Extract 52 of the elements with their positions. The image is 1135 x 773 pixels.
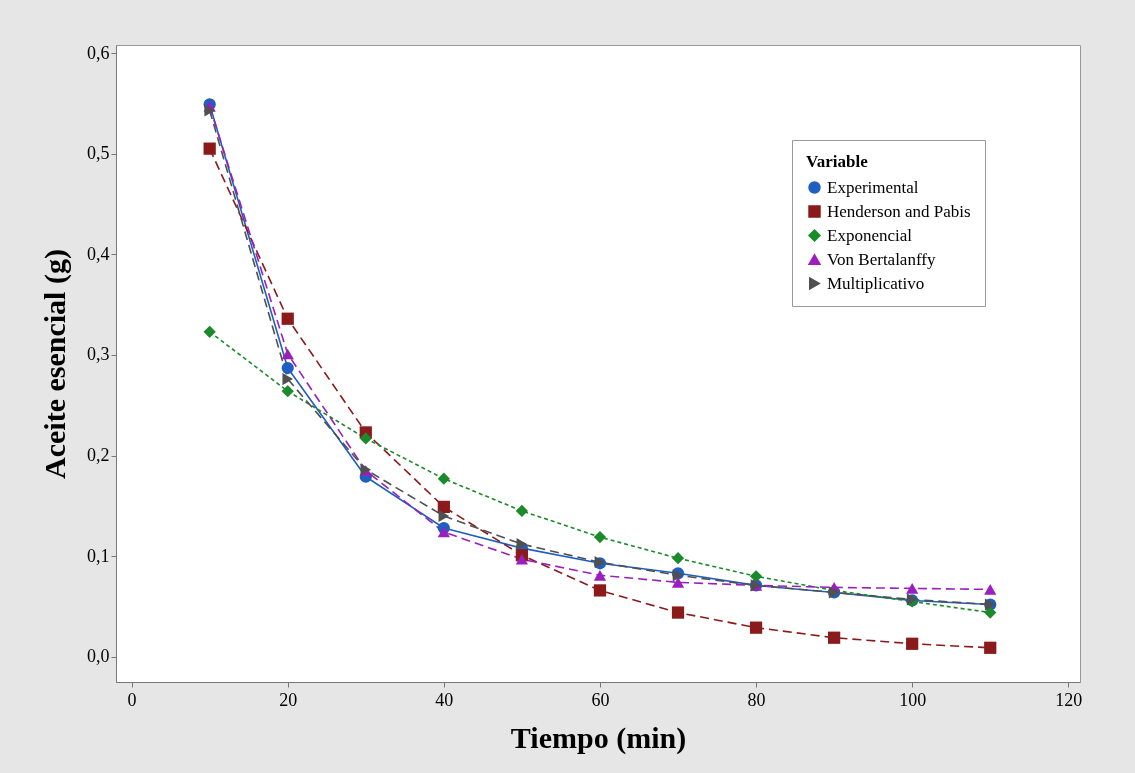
y-tick-label: 0,2 bbox=[87, 445, 110, 466]
point bbox=[671, 577, 685, 588]
x-tick-label: 80 bbox=[747, 689, 766, 710]
point bbox=[671, 552, 685, 565]
point bbox=[203, 142, 216, 155]
legend-label: Exponencial bbox=[827, 225, 913, 245]
point bbox=[828, 631, 841, 644]
point bbox=[515, 553, 529, 565]
point bbox=[593, 584, 607, 597]
point bbox=[749, 621, 763, 634]
point bbox=[438, 509, 450, 523]
y-tick-label: 0,5 bbox=[87, 143, 110, 164]
y-tick-label: 0,4 bbox=[87, 243, 110, 264]
x-tick-label: 20 bbox=[279, 689, 298, 710]
y-axis-title: Aceite esencial (g) bbox=[38, 249, 72, 479]
legend-label: Multiplicativo bbox=[827, 273, 925, 293]
point bbox=[906, 583, 919, 594]
legend-label: Von Bertalanffy bbox=[827, 249, 936, 269]
point bbox=[203, 325, 216, 338]
y-tick-label: 0,1 bbox=[87, 545, 110, 566]
point bbox=[282, 372, 294, 386]
point bbox=[906, 637, 919, 650]
point bbox=[437, 500, 450, 514]
y-tick-label: 0,6 bbox=[87, 42, 110, 63]
point bbox=[281, 312, 294, 325]
x-axis-title: Tiempo (min) bbox=[510, 720, 687, 755]
legend-label: Henderson and Pabis bbox=[827, 201, 971, 221]
point bbox=[281, 385, 294, 398]
x-tick-label: 0 bbox=[127, 689, 137, 710]
point bbox=[749, 570, 763, 583]
point bbox=[516, 538, 528, 551]
point bbox=[984, 606, 997, 619]
x-tick-label: 100 bbox=[899, 689, 927, 710]
point bbox=[984, 641, 997, 654]
point bbox=[359, 432, 372, 445]
y-tick-label: 0,3 bbox=[87, 344, 110, 365]
x-tick-label: 40 bbox=[435, 689, 454, 710]
legend-label: Experimental bbox=[827, 177, 919, 197]
point bbox=[515, 504, 529, 518]
point bbox=[593, 570, 607, 581]
point bbox=[437, 472, 450, 485]
point bbox=[281, 348, 294, 360]
point bbox=[593, 530, 607, 544]
point bbox=[204, 104, 215, 117]
x-tick-label: 60 bbox=[591, 689, 610, 710]
point bbox=[671, 606, 685, 619]
x-tick-label: 120 bbox=[1055, 689, 1083, 710]
point bbox=[437, 526, 450, 538]
point bbox=[281, 361, 294, 375]
y-tick-label: 0,0 bbox=[87, 646, 110, 667]
point bbox=[984, 584, 997, 595]
legend-title: Variable bbox=[806, 152, 869, 171]
